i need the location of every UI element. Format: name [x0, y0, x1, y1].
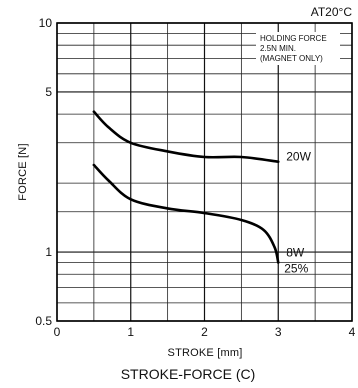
note-line-3: (MAGNET ONLY)	[260, 54, 323, 63]
x-axis-title: STROKE [mm]	[168, 347, 243, 359]
series-line-8w	[92, 163, 280, 264]
y-tick-label-1: 1	[45, 245, 52, 259]
plot-frame-layer	[56, 22, 353, 322]
y-tick-label-2: 5	[45, 85, 52, 99]
x-tick-label-4: 4	[349, 325, 356, 339]
series-label-8w: 8W	[286, 246, 305, 260]
chart-title: STROKE-FORCE (C)	[121, 366, 256, 382]
tick-labels: 0 1 2 3 4 0.5 1 5 10	[35, 16, 355, 339]
series-layer: 20W 8W 25%	[92, 110, 312, 276]
note-line-1: HOLDING FORCE	[260, 34, 327, 43]
x-tick-label-3: 3	[275, 325, 282, 339]
y-tick-label-3: 10	[39, 16, 53, 30]
y-axis-title: FORCE [N]	[17, 143, 29, 200]
y-tick-label-0: 0.5	[35, 314, 52, 328]
series-label-20w: 20W	[286, 150, 311, 164]
plot-frame	[56, 22, 353, 322]
note-line-2: 2.5N MIN.	[260, 44, 296, 53]
x-tick-label-1: 1	[127, 325, 134, 339]
note-box	[256, 32, 340, 65]
series-line-20w	[92, 110, 280, 163]
x-tick-label-2: 2	[201, 325, 208, 339]
condition-label: AT20°C	[311, 5, 353, 19]
note-background	[256, 32, 340, 65]
x-tick-label-0: 0	[54, 325, 61, 339]
series-sublabel-8w: 25%	[284, 262, 308, 276]
